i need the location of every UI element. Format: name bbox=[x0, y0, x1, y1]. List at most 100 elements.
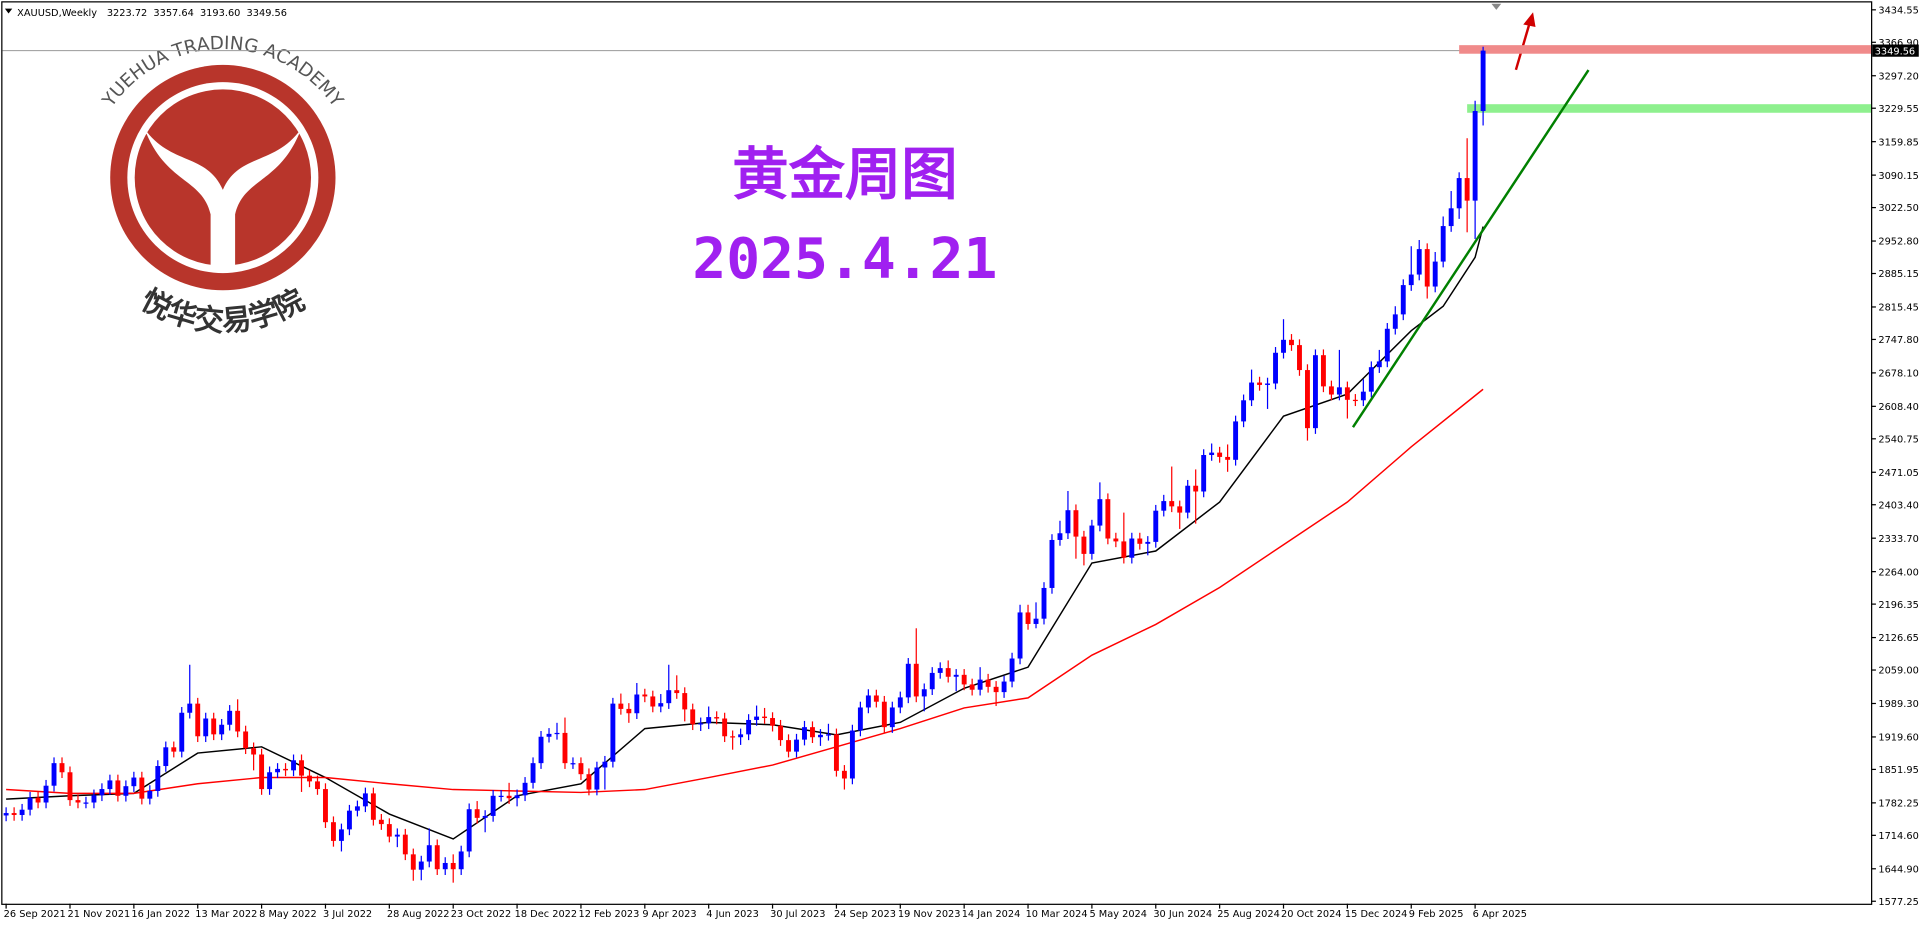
x-tick-label: 20 Oct 2024 bbox=[1281, 909, 1341, 920]
candle-body bbox=[1376, 361, 1382, 368]
candle-body bbox=[1360, 391, 1366, 401]
menu-arrow[interactable] bbox=[4, 8, 13, 14]
x-tick-label: 9 Apr 2023 bbox=[642, 909, 696, 920]
candle-body bbox=[3, 813, 9, 816]
candle-body bbox=[434, 845, 440, 870]
x-tick-label: 16 Jan 2022 bbox=[131, 909, 190, 920]
candle-body bbox=[570, 763, 576, 765]
y-tick-label: 2403.40 bbox=[1878, 500, 1918, 511]
x-tick-label: 10 Mar 2024 bbox=[1026, 909, 1088, 920]
candle-body bbox=[1257, 382, 1263, 385]
candle-body bbox=[331, 822, 336, 841]
candle-body bbox=[418, 861, 424, 870]
y-tick-label: 2952.80 bbox=[1878, 237, 1918, 248]
candle-body bbox=[243, 731, 249, 749]
candle-body bbox=[682, 693, 688, 710]
candle-body bbox=[578, 763, 584, 775]
candle-body bbox=[786, 740, 791, 752]
candle-body bbox=[730, 736, 736, 738]
header-ohlc: 3223.72 3357.64 3193.60 3349.56 bbox=[107, 8, 287, 19]
candle-body bbox=[131, 777, 137, 787]
candle-body bbox=[1368, 367, 1374, 392]
candle-body bbox=[67, 772, 73, 801]
candle-body bbox=[402, 834, 408, 855]
candle-body bbox=[394, 834, 400, 837]
candle-body bbox=[83, 802, 89, 804]
x-tick-label: 5 May 2024 bbox=[1089, 909, 1147, 920]
candle-body bbox=[291, 760, 296, 771]
price-zone bbox=[1467, 104, 1872, 113]
x-tick-label: 24 Sep 2023 bbox=[834, 909, 896, 920]
ohlc-close: 3349.56 bbox=[247, 8, 287, 19]
candle-body bbox=[1384, 328, 1390, 362]
candle-body bbox=[594, 767, 600, 790]
y-tick-label: 2196.35 bbox=[1878, 600, 1918, 611]
candle-body bbox=[1193, 485, 1199, 492]
candle-body bbox=[1137, 538, 1143, 544]
y-tick-label: 2059.00 bbox=[1878, 666, 1918, 677]
candle-body bbox=[650, 696, 656, 707]
candle-body bbox=[426, 845, 432, 862]
candle-body bbox=[259, 754, 265, 790]
candle-body bbox=[618, 703, 624, 709]
candle-body bbox=[386, 824, 392, 837]
x-tick-label: 23 Oct 2022 bbox=[451, 909, 511, 920]
candle-body bbox=[993, 686, 999, 693]
candle-body bbox=[706, 717, 712, 724]
candle-body bbox=[698, 723, 704, 725]
candle-body bbox=[1121, 541, 1127, 558]
trendline bbox=[1351, 69, 1590, 428]
candle-body bbox=[642, 694, 648, 697]
y-tick-label: 1577.25 bbox=[1878, 897, 1918, 908]
candle-body bbox=[562, 732, 568, 764]
candle-body bbox=[849, 730, 855, 779]
candle-body bbox=[1328, 386, 1334, 395]
candle-body bbox=[442, 862, 448, 870]
candle-body bbox=[1344, 387, 1350, 400]
plot-frame bbox=[1, 1, 1873, 905]
candle-body bbox=[554, 732, 560, 735]
candle-body bbox=[818, 734, 823, 738]
candle-body bbox=[1065, 510, 1071, 534]
candle-body bbox=[546, 733, 552, 737]
candle-body bbox=[754, 716, 760, 720]
y-tick-label: 1644.90 bbox=[1878, 864, 1918, 875]
candle-body bbox=[1480, 50, 1486, 112]
candle-body bbox=[1289, 339, 1294, 346]
candle-body bbox=[1161, 501, 1167, 511]
candle-body bbox=[323, 789, 328, 823]
candle-body bbox=[163, 747, 169, 767]
candle-body bbox=[506, 795, 512, 799]
candle-body bbox=[1073, 510, 1079, 537]
x-tick-label: 3 Jul 2022 bbox=[323, 909, 372, 920]
x-tick-label: 26 Sep 2021 bbox=[4, 909, 66, 920]
candle-body bbox=[1153, 510, 1159, 542]
candle-body bbox=[522, 782, 528, 796]
candle-body bbox=[1129, 538, 1135, 558]
candle-body bbox=[1456, 178, 1462, 209]
candle-body bbox=[1225, 456, 1231, 460]
candle-body bbox=[794, 739, 799, 752]
candle-body bbox=[1017, 612, 1023, 659]
candle-body bbox=[123, 786, 129, 796]
y-tick-label: 2885.15 bbox=[1878, 269, 1918, 280]
x-tick-label: 9 Feb 2025 bbox=[1409, 909, 1464, 920]
candle-body bbox=[810, 727, 815, 738]
x-tick-label: 6 Apr 2025 bbox=[1473, 909, 1527, 920]
candle-body bbox=[51, 763, 57, 786]
candle-body bbox=[466, 809, 472, 852]
candle-body bbox=[1392, 314, 1398, 329]
candle-body bbox=[147, 790, 153, 799]
x-tick-label: 25 Aug 2024 bbox=[1217, 909, 1280, 920]
y-tick-label: 2747.80 bbox=[1878, 335, 1918, 346]
candle-body bbox=[1201, 455, 1207, 492]
y-tick-label: 2608.40 bbox=[1878, 402, 1918, 413]
candle-body bbox=[538, 736, 544, 764]
candle-body bbox=[1185, 485, 1191, 513]
candle-body bbox=[714, 717, 720, 719]
candle-body bbox=[251, 748, 257, 755]
candle-body bbox=[913, 663, 919, 697]
candle-body bbox=[378, 819, 384, 825]
candle-body bbox=[362, 793, 368, 807]
candle-body bbox=[881, 701, 887, 728]
